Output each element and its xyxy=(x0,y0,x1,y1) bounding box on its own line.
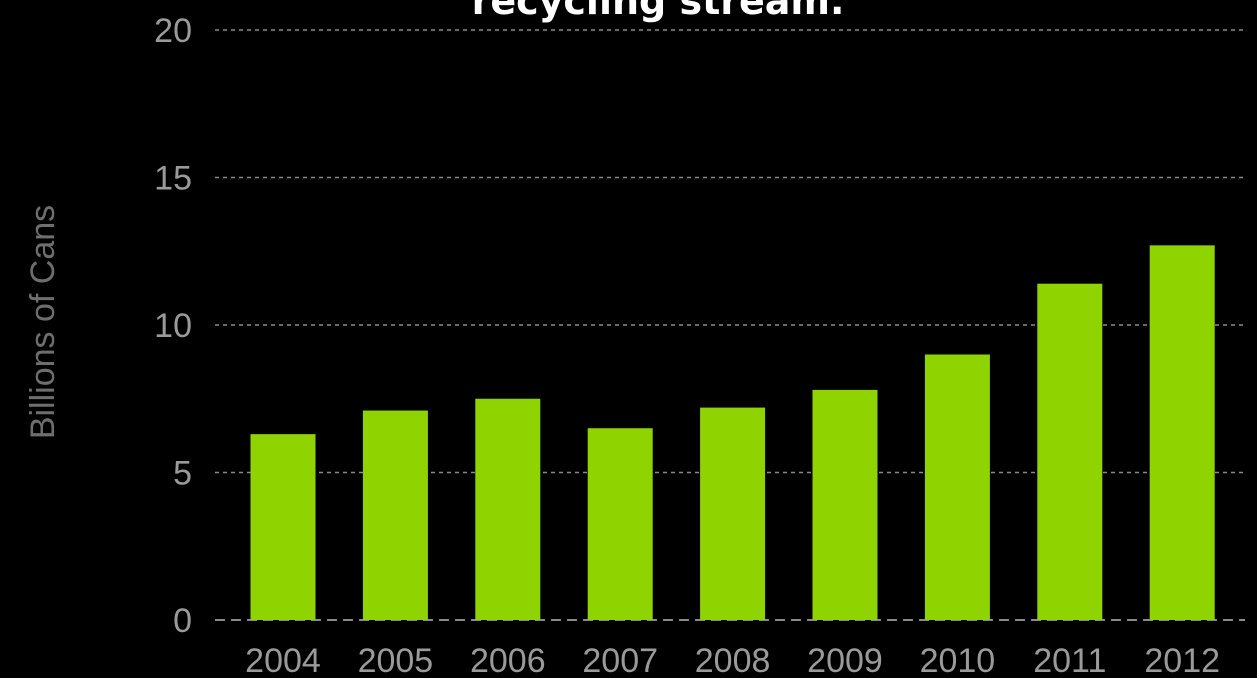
bar-2007 xyxy=(587,428,653,620)
x-tick-label: 2012 xyxy=(1144,642,1220,678)
x-tick-label: 2006 xyxy=(470,642,546,678)
bar-2010 xyxy=(924,354,990,620)
bar-2011 xyxy=(1037,283,1103,620)
y-axis-label: Billions of Cans xyxy=(24,205,62,439)
x-tick-label: 2011 xyxy=(1033,642,1106,678)
y-tick-label: 10 xyxy=(154,307,192,345)
x-axis-ticks: 2004 2005 2006 2007 2008 2009 2010 2011 2012 xyxy=(245,642,1220,678)
x-tick-label: 2007 xyxy=(582,642,658,678)
bar-2005 xyxy=(362,410,428,620)
y-tick-label: 20 xyxy=(154,12,192,50)
y-tick-label: 0 xyxy=(173,602,192,640)
x-tick-label: 2009 xyxy=(807,642,883,678)
x-tick-label: 2005 xyxy=(358,642,434,678)
x-tick-label: 2008 xyxy=(695,642,771,678)
bar-2012 xyxy=(1149,245,1215,620)
bars xyxy=(250,245,1215,620)
bar-2008 xyxy=(700,407,766,620)
chart-title: recycling stream. xyxy=(472,0,845,23)
y-tick-label: 15 xyxy=(154,160,192,198)
y-tick-label: 5 xyxy=(173,455,192,493)
x-tick-label: 2010 xyxy=(920,642,996,678)
x-tick-label: 2004 xyxy=(245,642,321,678)
bar-2006 xyxy=(475,398,541,620)
bar-2004 xyxy=(250,434,316,620)
y-axis-ticks: 0 5 10 15 20 xyxy=(154,12,192,640)
bar-2009 xyxy=(812,389,878,620)
